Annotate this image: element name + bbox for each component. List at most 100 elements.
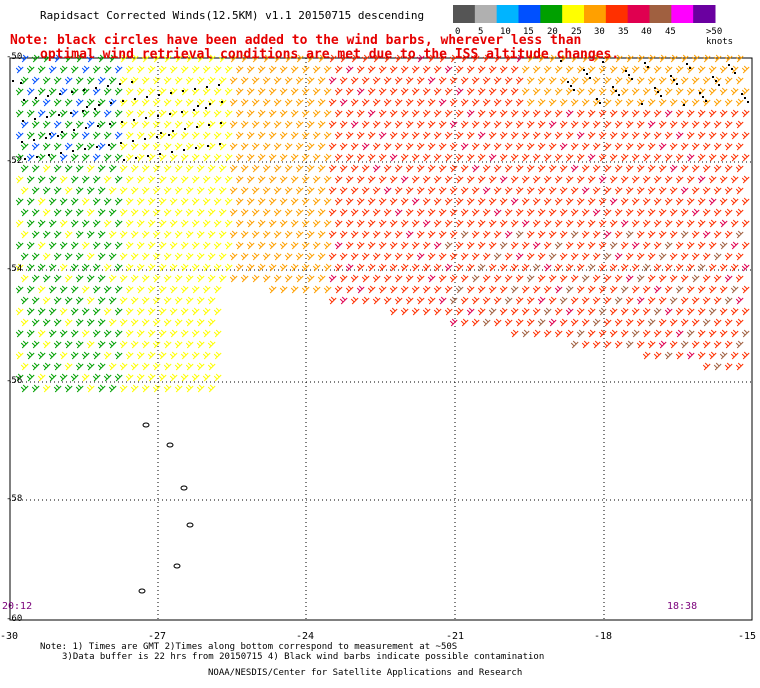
wind-barb (499, 175, 508, 184)
wind-barb (400, 197, 409, 206)
wind-barb (422, 241, 431, 250)
wind-barb (713, 296, 722, 305)
wind-barb (48, 241, 57, 250)
wind-barb (48, 153, 57, 162)
wind-barb (378, 131, 387, 140)
wind-barb (273, 54, 282, 63)
wind-barb (284, 98, 293, 107)
wind-barb (328, 296, 337, 305)
wind-barb (141, 230, 150, 239)
wind-barb (229, 76, 238, 85)
wind-barb (350, 98, 359, 107)
wind-barb (323, 285, 332, 294)
wind-barb (521, 329, 530, 338)
wind-barb (350, 164, 359, 173)
wind-barb (691, 54, 700, 63)
wind-barb (587, 109, 596, 118)
wind-barb (686, 241, 695, 250)
wind-barb (108, 318, 117, 327)
wind-barb (20, 230, 29, 239)
wind-barb (268, 153, 277, 162)
wind-barb (86, 384, 95, 393)
wind-barb (433, 285, 442, 294)
wind-barb (279, 109, 288, 118)
wind-barb (702, 362, 711, 371)
wind-barb (697, 307, 706, 316)
wind-barb (438, 142, 447, 151)
wind-barb (697, 65, 706, 74)
wind-barb (152, 252, 161, 261)
wind-barb (570, 142, 579, 151)
wind-barb (537, 98, 546, 107)
wind-barb (653, 285, 662, 294)
wind-barb (191, 175, 200, 184)
wind-barb (75, 186, 84, 195)
wind-barb (301, 285, 310, 294)
wind-barb (64, 98, 73, 107)
wind-barb (587, 197, 596, 206)
wind-barb (587, 175, 596, 184)
wind-barb (229, 54, 238, 63)
wind-barb (422, 219, 431, 228)
wind-barb (103, 329, 112, 338)
wind-barb (317, 142, 326, 151)
wind-barb (202, 87, 211, 96)
wind-barb (559, 252, 568, 261)
wind-barb (306, 120, 315, 129)
wind-barb (262, 54, 271, 63)
wind-barb (427, 252, 436, 261)
wind-barb (372, 120, 381, 129)
contamination-dot (60, 152, 62, 154)
wind-barb (180, 329, 189, 338)
wind-barb (235, 241, 244, 250)
wind-barb (339, 274, 348, 283)
wind-barb (53, 208, 62, 217)
wind-barb (389, 175, 398, 184)
wind-barb (119, 230, 128, 239)
wind-barb (603, 230, 612, 239)
wind-barb (64, 230, 73, 239)
wind-barb (125, 153, 134, 162)
wind-barb (317, 54, 326, 63)
wind-barb (664, 307, 673, 316)
wind-barb (92, 131, 101, 140)
wind-barb (86, 362, 95, 371)
wind-barb (136, 87, 145, 96)
wind-barb (152, 362, 161, 371)
wind-barb (499, 197, 508, 206)
wind-barb (559, 318, 568, 327)
wind-barb (64, 76, 73, 85)
legend-swatch (496, 5, 519, 23)
wind-barb (691, 296, 700, 305)
wind-barb (592, 120, 601, 129)
wind-barb (383, 186, 392, 195)
contamination-dot (220, 122, 222, 124)
wind-barb (202, 131, 211, 140)
wind-barb (460, 54, 469, 63)
wind-barb (724, 318, 733, 327)
wind-barb (339, 164, 348, 173)
wind-barb (532, 65, 541, 74)
wind-barb (378, 65, 387, 74)
wind-barb (521, 219, 530, 228)
wind-barb (664, 175, 673, 184)
wind-barb (37, 175, 46, 184)
wind-barb (471, 296, 480, 305)
wind-barb (367, 285, 376, 294)
wind-barb (367, 65, 376, 74)
wind-barb (576, 153, 585, 162)
wind-barb (301, 197, 310, 206)
wind-barb (103, 219, 112, 228)
wind-barb (334, 131, 343, 140)
wind-barb (664, 109, 673, 118)
wind-barb (455, 263, 464, 272)
wind-barb (532, 131, 541, 140)
wind-barb (554, 109, 563, 118)
wind-barb (730, 175, 739, 184)
wind-barb (345, 131, 354, 140)
wind-barb (658, 208, 667, 217)
wind-barb (625, 186, 634, 195)
wind-barb (42, 384, 51, 393)
wind-barb (356, 131, 365, 140)
wind-barb (372, 252, 381, 261)
